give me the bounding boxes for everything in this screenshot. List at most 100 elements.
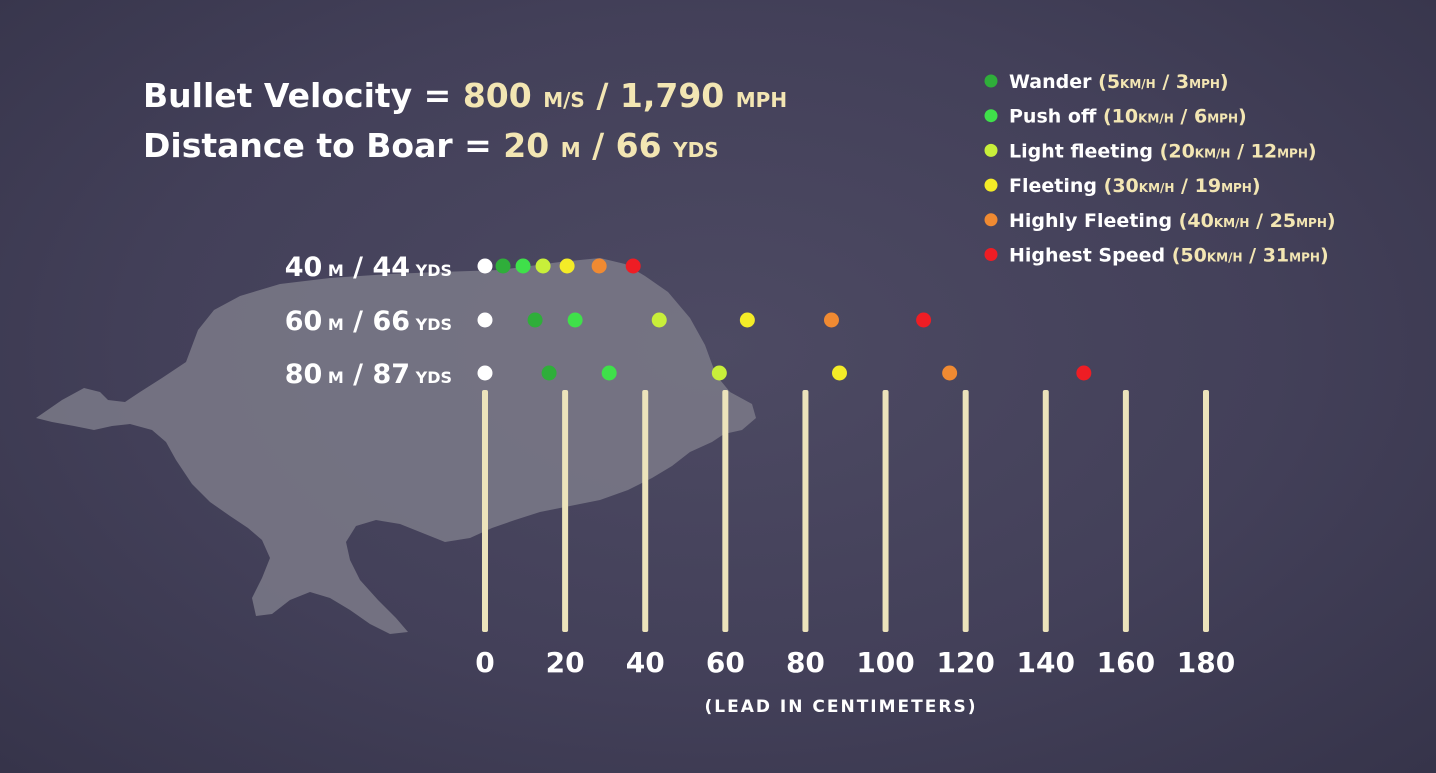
row-label-sep: /: [344, 359, 363, 390]
row-label-unit1: M: [322, 261, 344, 280]
zero-point: [477, 312, 493, 328]
gridline-180: [1203, 390, 1209, 632]
row-label-sep: /: [344, 252, 363, 283]
legend-speed-unit: KM/H: [1214, 216, 1250, 230]
gridline-60: [722, 390, 729, 632]
row-label-value2: 87: [363, 359, 410, 390]
legend-entry: Highly Fleeting (40KM/H / 25MPH): [1009, 210, 1336, 232]
velocity-unit1: M/S: [543, 88, 585, 112]
point-wander: [527, 312, 543, 328]
row-label-value: 60: [285, 306, 323, 337]
legend-paren: (: [1092, 71, 1107, 93]
gridline-0: [482, 390, 488, 632]
point-wander: [495, 258, 511, 274]
legend-sep: /: [1174, 175, 1194, 197]
legend-swatch: [984, 143, 998, 157]
legend-sep: /: [1156, 71, 1176, 93]
legend-paren: ): [1238, 106, 1247, 128]
point-light-fleeting: [535, 258, 551, 274]
legend-speed2: 25: [1270, 210, 1296, 232]
point-highly-fleeting: [591, 258, 607, 274]
legend-paren: (: [1096, 106, 1111, 128]
gridline-20: [562, 390, 569, 632]
row-label-unit2: YDS: [410, 261, 452, 280]
legend-entry: Light fleeting (20KM/H / 12MPH): [1009, 140, 1317, 162]
legend-paren: (: [1097, 175, 1112, 197]
legend-swatch: [984, 74, 998, 88]
legend-name: Push off: [1009, 106, 1097, 128]
row-labels: 40 M / 44 YDS 60 M / 66 YDS 80 M / 87 YDS: [285, 252, 452, 390]
legend-swatch: [984, 248, 998, 261]
legend-speed2: 19: [1195, 175, 1221, 197]
legend-speed-unit: KM/H: [1120, 77, 1156, 91]
row-label-value: 80: [285, 359, 323, 390]
distance-label: Distance to Boar =: [143, 126, 492, 165]
row-label-unit1: M: [322, 368, 344, 387]
legend-swatch: [984, 213, 998, 227]
legend-speed-unit: KM/H: [1207, 251, 1243, 265]
legend-name: Highly Fleeting: [1009, 210, 1172, 232]
x-axis-label: (LEAD IN CENTIMETERS): [705, 697, 978, 717]
x-tick-label: 0: [475, 646, 494, 679]
legend-swatch: [984, 178, 998, 192]
point-highest-speed: [916, 312, 932, 328]
velocity-label: Bullet Velocity =: [143, 76, 451, 115]
distance-value: 20: [503, 126, 549, 165]
x-tick-label: 40: [626, 646, 665, 679]
x-tick-label: 160: [1097, 646, 1155, 679]
row-label-value: 40: [285, 252, 323, 283]
x-tick-label: 180: [1177, 646, 1235, 679]
legend: Wander (5KM/H / 3MPH)Push off (10KM/H / …: [984, 71, 1336, 267]
gridline-140: [1042, 390, 1049, 632]
gridline-80: [802, 390, 809, 632]
legend-speed2-unit: MPH: [1277, 146, 1308, 160]
point-light-fleeting: [651, 312, 667, 328]
row-label-value2: 44: [363, 252, 410, 283]
legend-swatch: [984, 109, 998, 123]
legend-paren: ): [1252, 175, 1261, 197]
velocity-sep: /: [596, 76, 609, 115]
point-fleeting: [739, 312, 755, 328]
legend-paren: (: [1165, 245, 1180, 267]
legend-speed: 20: [1168, 140, 1194, 162]
data-points: [477, 258, 1092, 381]
legend-speed2: 12: [1251, 140, 1277, 162]
point-highly-fleeting: [823, 312, 839, 328]
legend-name: Fleeting: [1009, 175, 1097, 197]
row-label: 40 M / 44 YDS: [285, 252, 452, 283]
legend-speed2-unit: MPH: [1207, 112, 1238, 126]
row-label: 60 M / 66 YDS: [285, 306, 452, 337]
point-push-off: [515, 258, 531, 274]
legend-speed-unit: KM/H: [1195, 146, 1231, 160]
legend-sep: /: [1243, 245, 1263, 267]
legend-speed2-unit: MPH: [1189, 77, 1220, 91]
distance-unit2: YDS: [672, 138, 719, 162]
row-label-sep: /: [344, 306, 363, 337]
bullet-velocity-line: Bullet Velocity = 800 M/S / 1,790 MPH: [143, 76, 787, 115]
legend-paren: ): [1327, 210, 1336, 232]
row-label-unit1: M: [322, 315, 344, 334]
legend-name: Wander: [1009, 71, 1092, 93]
point-fleeting: [831, 365, 847, 381]
gridline-120: [962, 390, 969, 632]
velocity-value2: 1,790: [620, 76, 724, 115]
legend-speed: 30: [1112, 175, 1138, 197]
legend-speed2: 31: [1263, 245, 1289, 267]
legend-speed2: 3: [1176, 71, 1189, 93]
point-light-fleeting: [711, 365, 727, 381]
x-tick-label: 20: [546, 646, 585, 679]
row-label-value2: 66: [363, 306, 410, 337]
legend-speed: 50: [1180, 245, 1206, 267]
x-tick-label: 140: [1017, 646, 1075, 679]
legend-entry: Highest Speed (50KM/H / 31MPH): [1009, 245, 1329, 267]
legend-speed2-unit: MPH: [1221, 181, 1252, 195]
distance-line: Distance to Boar = 20 M / 66 YDS: [143, 126, 719, 165]
legend-paren: ): [1308, 140, 1317, 162]
legend-entry: Push off (10KM/H / 6MPH): [1009, 106, 1247, 128]
legend-paren: ): [1320, 245, 1329, 267]
legend-speed: 40: [1187, 210, 1213, 232]
x-axis-ticks: 0 20 40 60 80 100 120 140 160 180: [475, 646, 1235, 679]
distance-value2: 66: [616, 126, 662, 165]
point-wander: [541, 365, 557, 381]
point-fleeting: [559, 258, 575, 274]
